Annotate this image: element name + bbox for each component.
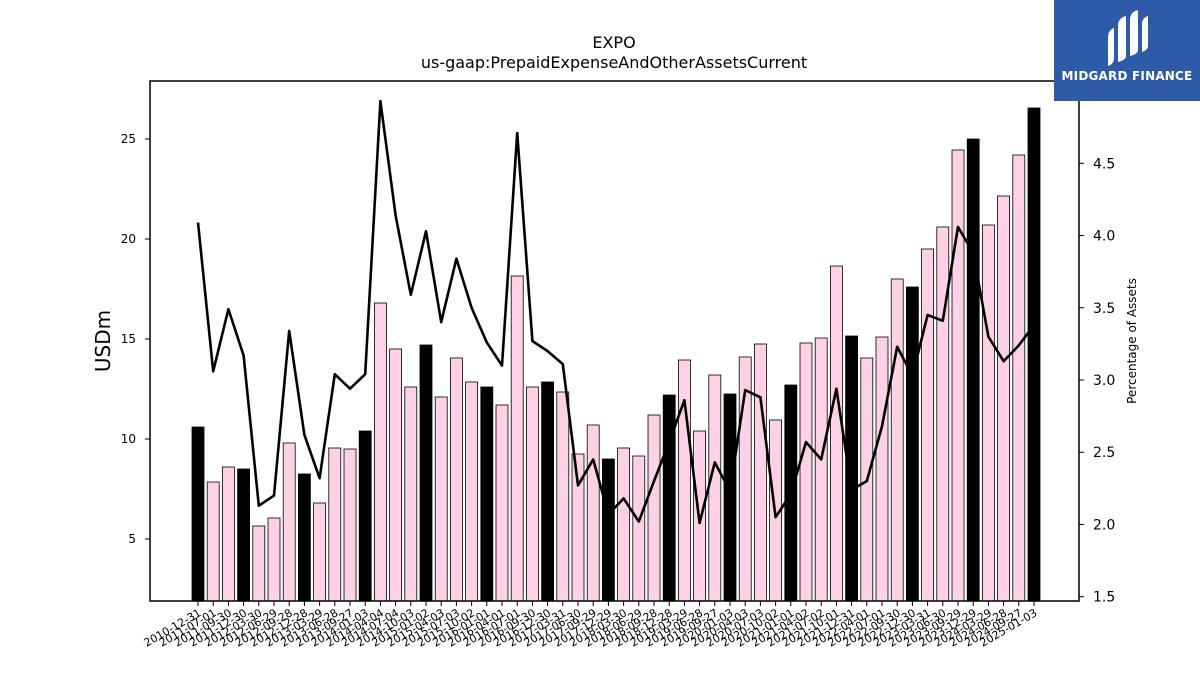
- y-tick-label: 15: [121, 332, 136, 346]
- bar: [389, 348, 403, 602]
- bar: [647, 414, 661, 602]
- y-tick-label: 20: [121, 232, 136, 246]
- chart-title: EXPO: [592, 33, 635, 52]
- bar: [875, 336, 889, 602]
- bar: [434, 396, 448, 602]
- y-tick-label: 10: [121, 432, 136, 446]
- bar: [495, 404, 509, 602]
- bar: [1012, 154, 1026, 602]
- y2-tick-label: 3.5: [1093, 301, 1115, 317]
- y-axis-right: 1.5 2.0 2.5 3.0 3.5 4.0 4.5: [1079, 156, 1115, 606]
- bar: [708, 374, 722, 602]
- bar: [313, 502, 327, 602]
- percentage-line: [196, 99, 1036, 525]
- bar: [480, 386, 494, 602]
- bar: [191, 426, 205, 602]
- bar: [723, 393, 737, 602]
- bar: [586, 424, 600, 602]
- bar: [419, 344, 433, 602]
- bar: [237, 468, 251, 602]
- line-series: [196, 99, 1036, 525]
- bar: [617, 447, 630, 602]
- x-axis: 2010-12-312011-07-012011-09-302011-12-30…: [142, 601, 1040, 650]
- y-axis-label-right: Percentage of Assets: [1125, 278, 1139, 404]
- bar: [404, 386, 418, 602]
- bar: [890, 278, 904, 602]
- bar: [252, 525, 266, 602]
- bar: [449, 357, 463, 602]
- bar: [465, 381, 479, 602]
- bar: [297, 473, 311, 602]
- bar: [373, 302, 387, 602]
- plot-frame: [149, 80, 1080, 602]
- y2-tick-label: 1.5: [1093, 590, 1115, 606]
- bar: [997, 195, 1010, 602]
- y2-tick-label: 4.0: [1093, 229, 1115, 245]
- bar: [906, 286, 919, 602]
- bar: [541, 381, 554, 602]
- bar: [510, 275, 524, 602]
- bar: [221, 466, 235, 602]
- chart-subtitle: us-gaap:PrepaidExpenseAndOtherAssetsCurr…: [421, 53, 807, 72]
- bar-series: [191, 107, 1041, 602]
- brand-logo: MIDGARD FINANCE: [1054, 0, 1200, 101]
- y2-tick-label: 4.5: [1093, 156, 1115, 172]
- bar: [206, 481, 220, 602]
- bar: [343, 448, 357, 602]
- y2-tick-label: 3.0: [1093, 373, 1115, 389]
- bar: [830, 265, 843, 602]
- bar: [678, 359, 691, 602]
- bar: [814, 337, 828, 602]
- midgard-logo-icon: [1108, 10, 1148, 66]
- bar: [754, 343, 767, 602]
- bar: [966, 138, 980, 602]
- bar: [632, 455, 646, 602]
- bar: [358, 430, 372, 602]
- bar: [921, 248, 934, 602]
- bar: [936, 226, 950, 602]
- bar: [282, 442, 296, 602]
- bar: [328, 447, 342, 602]
- bar: [951, 149, 965, 602]
- y-tick-label: 5: [128, 532, 136, 546]
- bar: [556, 391, 570, 602]
- brand-name: MIDGARD FINANCE: [1061, 69, 1193, 83]
- y2-tick-label: 2.0: [1093, 517, 1115, 533]
- bar: [662, 394, 676, 602]
- bar: [267, 517, 281, 602]
- y-tick-label: 25: [121, 132, 136, 146]
- bar: [799, 342, 813, 602]
- y-axis-label-left: USDm: [91, 310, 115, 372]
- y2-tick-label: 2.5: [1093, 445, 1115, 461]
- bar: [1027, 107, 1041, 602]
- bar: [526, 386, 539, 602]
- bar: [602, 458, 615, 602]
- y-axis-left: 5 10 15 20 25: [121, 132, 150, 546]
- bar: [982, 224, 995, 602]
